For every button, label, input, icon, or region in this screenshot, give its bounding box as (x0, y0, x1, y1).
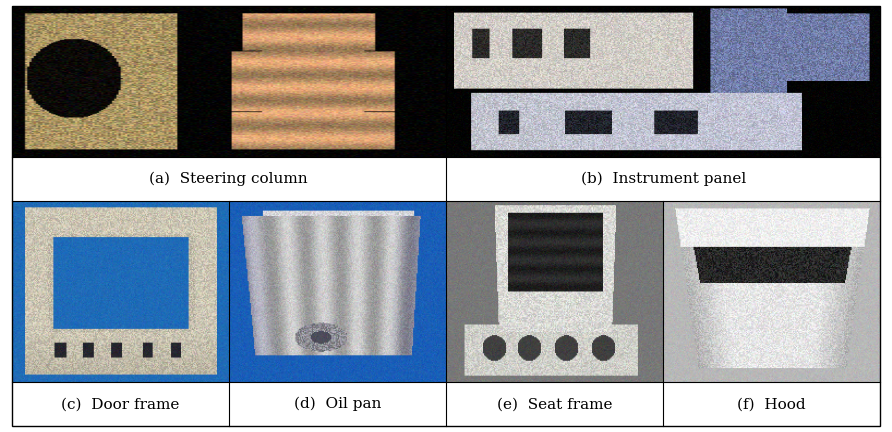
Text: (f)  Hood: (f) Hood (738, 397, 806, 411)
Text: (c)  Door frame: (c) Door frame (61, 397, 179, 411)
Text: (d)  Oil pan: (d) Oil pan (293, 397, 381, 412)
Text: (e)  Seat frame: (e) Seat frame (497, 397, 612, 411)
Text: (b)  Instrument panel: (b) Instrument panel (581, 172, 746, 186)
Text: (a)  Steering column: (a) Steering column (150, 172, 308, 186)
